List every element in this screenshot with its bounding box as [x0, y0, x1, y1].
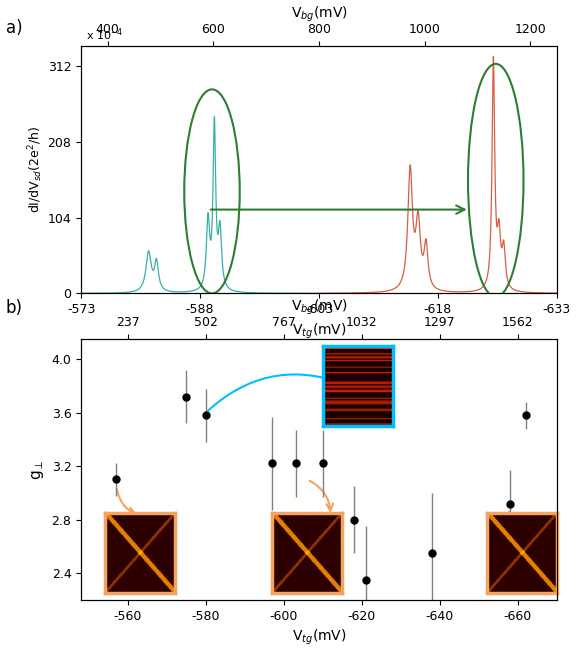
X-axis label: V$_{bg}$(mV): V$_{bg}$(mV)	[291, 5, 347, 23]
X-axis label: V$_{tg}$(mV): V$_{tg}$(mV)	[292, 628, 346, 647]
Text: a): a)	[6, 19, 23, 37]
Text: b): b)	[6, 299, 23, 317]
Y-axis label: dI/dV$_{sd}$(2e$^2$/h): dI/dV$_{sd}$(2e$^2$/h)	[26, 126, 45, 213]
X-axis label: V$_{tg}$(mV): V$_{tg}$(mV)	[292, 321, 346, 341]
Text: x 10$^{-4}$: x 10$^{-4}$	[86, 27, 124, 43]
X-axis label: V$_{bg}$(mV): V$_{bg}$(mV)	[291, 298, 347, 317]
Y-axis label: g$_{\perp}$: g$_{\perp}$	[30, 459, 46, 480]
